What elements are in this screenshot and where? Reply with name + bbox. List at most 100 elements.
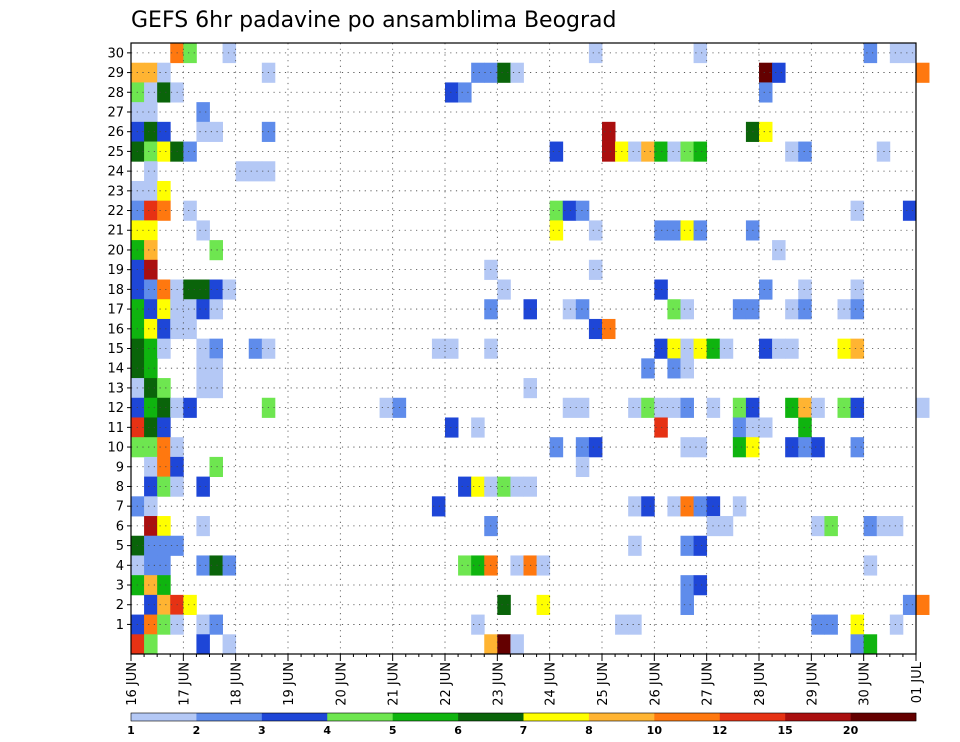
- y-tick-label: 14: [107, 362, 124, 377]
- heatmap-cell: [811, 614, 825, 635]
- heatmap-cell: [641, 397, 655, 418]
- heatmap-cell: [654, 141, 668, 162]
- x-tick-label: 23 JUN: [491, 662, 506, 706]
- y-tick-label: 8: [116, 480, 124, 495]
- heatmap-cell: [680, 594, 694, 615]
- heatmap-cell: [157, 476, 171, 497]
- heatmap-cell: [798, 299, 812, 320]
- heatmap-cell: [144, 594, 158, 615]
- heatmap-cell: [850, 200, 865, 221]
- heatmap-cell: [732, 397, 747, 418]
- heatmap-cell: [641, 141, 655, 162]
- heatmap-cell: [902, 594, 917, 615]
- heatmap-cell: [157, 318, 171, 340]
- heatmap-cell: [144, 299, 158, 320]
- heatmap-cell: [824, 614, 838, 635]
- heatmap-cell: [196, 614, 210, 635]
- heatmap-cell: [183, 318, 197, 340]
- colorbar-swatch: [392, 713, 459, 721]
- heatmap-cell: [562, 200, 577, 221]
- heatmap-cell: [157, 575, 171, 596]
- y-tick-label: 30: [107, 46, 124, 61]
- heatmap-cell: [144, 575, 158, 596]
- heatmap-cell: [628, 397, 642, 418]
- heatmap-cell: [667, 397, 681, 418]
- heatmap-cell: [759, 338, 773, 359]
- x-tick-label: 22 JUN: [439, 662, 454, 706]
- x-tick-label: 19 JUN: [282, 662, 297, 706]
- colorbar-label: 6: [454, 724, 462, 737]
- x-tick-label: 29 JUN: [805, 662, 820, 706]
- heatmap-cell: [209, 358, 223, 379]
- heatmap-cell: [458, 82, 472, 103]
- colorbar-label: 15: [778, 724, 793, 737]
- heatmap-cell: [209, 338, 223, 359]
- heatmap-cell: [785, 299, 799, 320]
- colorbar-swatch: [458, 713, 524, 721]
- heatmap-cell: [641, 496, 655, 517]
- heatmap-cell: [144, 240, 158, 261]
- heatmap-cell: [575, 397, 590, 418]
- heatmap-cell: [379, 397, 394, 418]
- heatmap-cell: [196, 121, 210, 142]
- heatmap-cell: [785, 437, 799, 458]
- heatmap-cell: [196, 378, 210, 399]
- heatmap-cell: [510, 62, 524, 83]
- heatmap-cell: [549, 141, 564, 162]
- heatmap-cell: [680, 358, 694, 379]
- heatmap-cell: [850, 338, 865, 359]
- heatmap-cell: [196, 516, 210, 537]
- colorbar-swatch: [850, 713, 917, 721]
- heatmap-cell: [157, 516, 171, 537]
- heatmap-cell: [811, 516, 825, 537]
- heatmap-cell: [157, 299, 171, 320]
- heatmap-cell: [916, 594, 930, 615]
- y-axis-ensemble-labels: 1234567891011121314151617181920212223242…: [107, 46, 124, 633]
- heatmap-cell: [157, 62, 171, 83]
- heatmap-cell: [628, 535, 642, 556]
- x-tick-label: 21 JUN: [387, 662, 402, 706]
- y-tick-label: 29: [107, 66, 124, 81]
- heatmap-cell: [889, 43, 904, 64]
- colorbar-label: 2: [193, 724, 201, 737]
- heatmap-cell: [628, 614, 642, 635]
- heatmap-cell: [196, 338, 210, 359]
- heatmap-cell: [667, 299, 681, 320]
- heatmap-cell: [157, 141, 171, 162]
- heatmap-cell: [157, 594, 171, 615]
- heatmap-cell: [667, 358, 681, 379]
- heatmap-cell: [196, 634, 210, 655]
- colorbar-swatch: [196, 713, 263, 721]
- y-tick-label: 21: [107, 224, 124, 239]
- y-tick-label: 26: [107, 125, 124, 140]
- heatmap-cell: [654, 279, 668, 300]
- heatmap-cell: [144, 476, 158, 497]
- heatmap-cell: [680, 575, 694, 596]
- heatmap-cell: [458, 476, 472, 497]
- x-axis-date-labels: 16 JUN 17 JUN 18 JUN 19 JUN 20 JUN 21 JUN 22 J…: [125, 661, 925, 705]
- heatmap-cell: [680, 496, 694, 517]
- y-tick-label: 13: [107, 381, 124, 396]
- colorbar-swatch: [261, 713, 328, 721]
- heatmap-cell: [497, 594, 511, 615]
- heatmap-cell: [497, 634, 511, 655]
- colorbar-swatch: [523, 713, 590, 721]
- heatmap-cell: [588, 220, 603, 241]
- colorbar-swatch: [654, 713, 721, 721]
- x-tick-label: 17 JUN: [177, 662, 192, 706]
- heatmap-cell: [510, 476, 524, 497]
- heatmap-cell: [602, 318, 616, 340]
- heatmap-cell: [588, 318, 603, 340]
- colorbar-label: 3: [258, 724, 266, 737]
- heatmap-cell: [209, 555, 223, 576]
- heatmap-cell: [536, 594, 551, 615]
- heatmap-cell: [575, 437, 590, 458]
- heatmap-cell: [562, 397, 577, 418]
- heatmap-cell: [144, 496, 158, 517]
- colorbar-label: 5: [389, 724, 397, 737]
- heatmap-cell: [680, 437, 694, 458]
- heatmap-cell: [144, 555, 158, 576]
- heatmap-cell: [431, 496, 446, 517]
- heatmap-cell: [667, 220, 681, 241]
- heatmap-cell: [549, 220, 564, 241]
